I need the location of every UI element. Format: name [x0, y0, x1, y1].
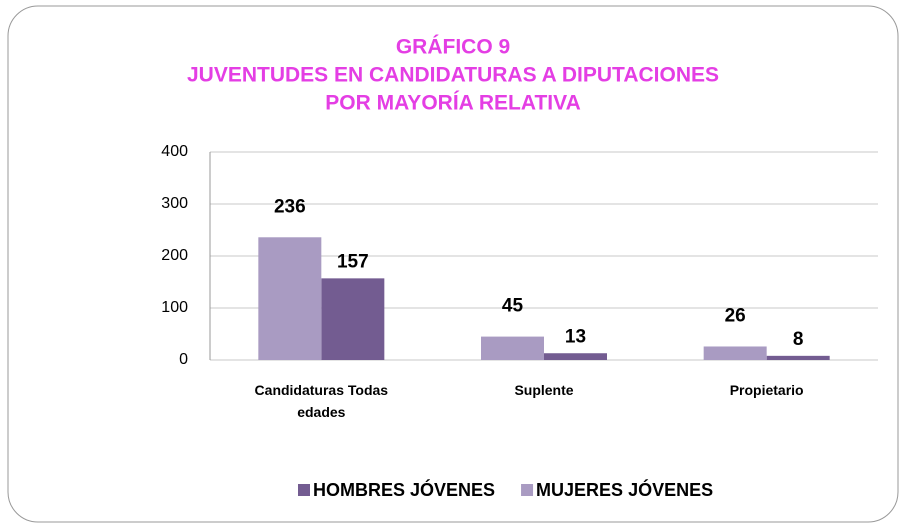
value-label: 157	[337, 251, 369, 272]
legend-label: HOMBRES JÓVENES	[313, 479, 495, 500]
x-tick-label: Candidaturas Todas edades	[254, 382, 389, 420]
value-label: 26	[725, 305, 746, 326]
bar	[481, 336, 544, 360]
bar	[258, 237, 322, 360]
value-label: 13	[565, 326, 586, 347]
chart-title: POR MAYORÍA RELATIVA	[325, 92, 581, 115]
legend-swatch	[521, 484, 534, 496]
legend-swatch	[298, 484, 310, 496]
frame	[7, 5, 899, 523]
legend-label: MUJERES JÓVENES	[536, 479, 713, 500]
value-label: 8	[793, 329, 804, 350]
bar	[703, 346, 767, 360]
y-tick-label: 200	[161, 247, 188, 264]
y-tick-label: 100	[161, 299, 188, 316]
value-label: 236	[274, 196, 306, 217]
y-tick-label: 400	[161, 143, 188, 160]
y-tick-label: 0	[179, 351, 188, 368]
bar	[544, 353, 607, 360]
chart-title: GRÁFICO 9	[396, 36, 510, 59]
bar	[321, 278, 385, 360]
chart-title: JUVENTUDES EN CANDIDATURAS A DIPUTACIONE…	[187, 64, 719, 87]
y-tick-label: 300	[161, 195, 188, 212]
x-tick-label: Suplente	[514, 382, 574, 398]
value-label: 45	[502, 296, 524, 317]
x-tick-label: Propietario	[729, 382, 804, 398]
bar	[766, 355, 830, 360]
